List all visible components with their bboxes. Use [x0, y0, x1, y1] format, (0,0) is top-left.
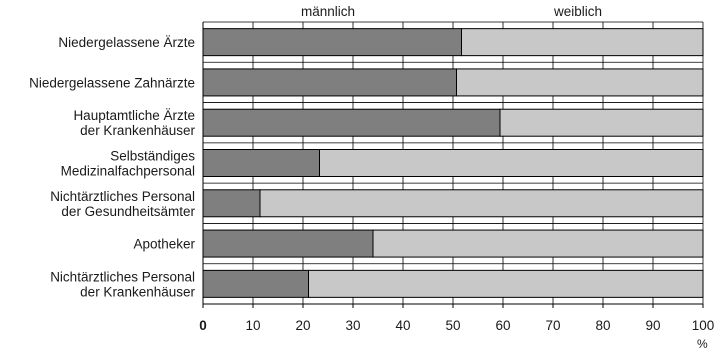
- bar-weiblich: [319, 149, 704, 177]
- bar-weiblich: [456, 68, 704, 97]
- bar-weiblich: [461, 28, 704, 57]
- x-tick-label: 0: [199, 318, 207, 333]
- x-unit-label: %: [697, 337, 708, 351]
- x-axis-ticks: 0 10 20 30 40 50 60 70 80 90 100: [199, 304, 714, 333]
- x-tick-label: 90: [645, 318, 660, 333]
- bar-maennlich: [202, 68, 457, 97]
- bar-maennlich: [202, 269, 309, 298]
- category-label: Niedergelassene Ärzte: [58, 35, 195, 50]
- x-tick-label: 70: [545, 318, 560, 333]
- legend: männlich weiblich: [301, 4, 602, 19]
- bar-weiblich: [499, 108, 704, 137]
- legend-label: männlich: [301, 4, 355, 19]
- category-label: Apotheker: [133, 237, 195, 252]
- x-tick-label: 20: [295, 318, 310, 333]
- x-tick-label: 30: [345, 318, 360, 333]
- bar-weiblich: [308, 269, 704, 298]
- bar-maennlich: [202, 28, 462, 57]
- bar-maennlich: [202, 108, 501, 137]
- category-label: Hauptamtliche Ärzte der Krankenhäuser: [73, 108, 195, 138]
- category-label: Niedergelassene Zahnärzte: [29, 75, 195, 90]
- category-label: Nichtärztliches Personal der Krankenhäuse…: [50, 269, 195, 299]
- bars: [202, 28, 704, 298]
- x-tick-label: 50: [445, 318, 460, 333]
- x-tick-label: 100: [692, 318, 715, 333]
- bar-weiblich: [372, 229, 704, 258]
- bar-weiblich: [259, 189, 704, 218]
- x-tick-label: 10: [245, 318, 260, 333]
- bar-maennlich: [202, 189, 261, 218]
- x-tick-label: 80: [595, 318, 610, 333]
- category-labels: Niedergelassene Ärzte Niedergelassene Zah…: [29, 35, 195, 299]
- category-label: Nichtärztliches Personal der Gesundheitsä…: [50, 189, 195, 219]
- category-label: Selbständiges Medizinalfachpersonal: [61, 149, 196, 179]
- legend-label: weiblich: [553, 4, 602, 19]
- x-tick-label: 60: [495, 318, 510, 333]
- x-tick-label: 40: [395, 318, 410, 333]
- bar-maennlich: [202, 149, 320, 177]
- bar-maennlich: [202, 229, 374, 258]
